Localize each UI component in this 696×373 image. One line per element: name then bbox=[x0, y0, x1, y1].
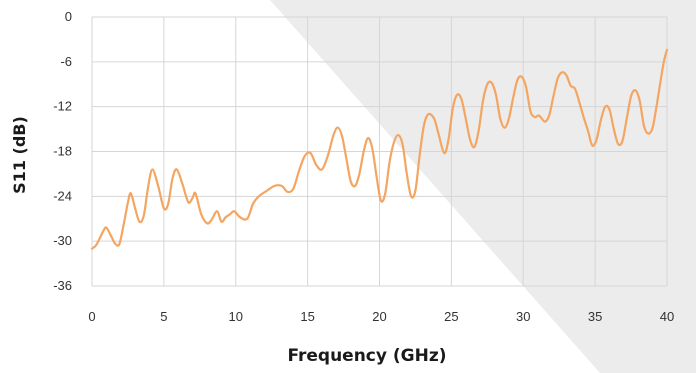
x-tick-label: 40 bbox=[660, 309, 674, 324]
y-axis-title: S11 (dB) bbox=[10, 116, 29, 194]
x-tick-label: 15 bbox=[300, 309, 314, 324]
y-tick-label: -30 bbox=[53, 233, 72, 248]
y-tick-label: 0 bbox=[65, 9, 72, 24]
x-axis-title: Frequency (GHz) bbox=[287, 346, 446, 366]
tick-labels: 0 5 10 15 20 25 30 35 40 0 -6 -12 -18 -24 -30 -36 bbox=[53, 9, 674, 324]
y-tick-label: -12 bbox=[53, 99, 72, 114]
x-tick-label: 5 bbox=[160, 309, 167, 324]
x-tick-label: 30 bbox=[516, 309, 530, 324]
x-tick-label: 20 bbox=[372, 309, 386, 324]
y-tick-label: -6 bbox=[60, 54, 72, 69]
x-tick-label: 0 bbox=[88, 309, 95, 324]
background-shade bbox=[270, 0, 696, 373]
s11-series-line bbox=[90, 48, 669, 250]
x-tick-label: 10 bbox=[229, 309, 243, 324]
y-tick-label: -18 bbox=[53, 144, 72, 159]
x-tick-label: 35 bbox=[588, 309, 602, 324]
y-tick-label: -36 bbox=[53, 278, 72, 293]
y-tick-label: -24 bbox=[53, 188, 72, 203]
x-tick-label: 25 bbox=[444, 309, 458, 324]
